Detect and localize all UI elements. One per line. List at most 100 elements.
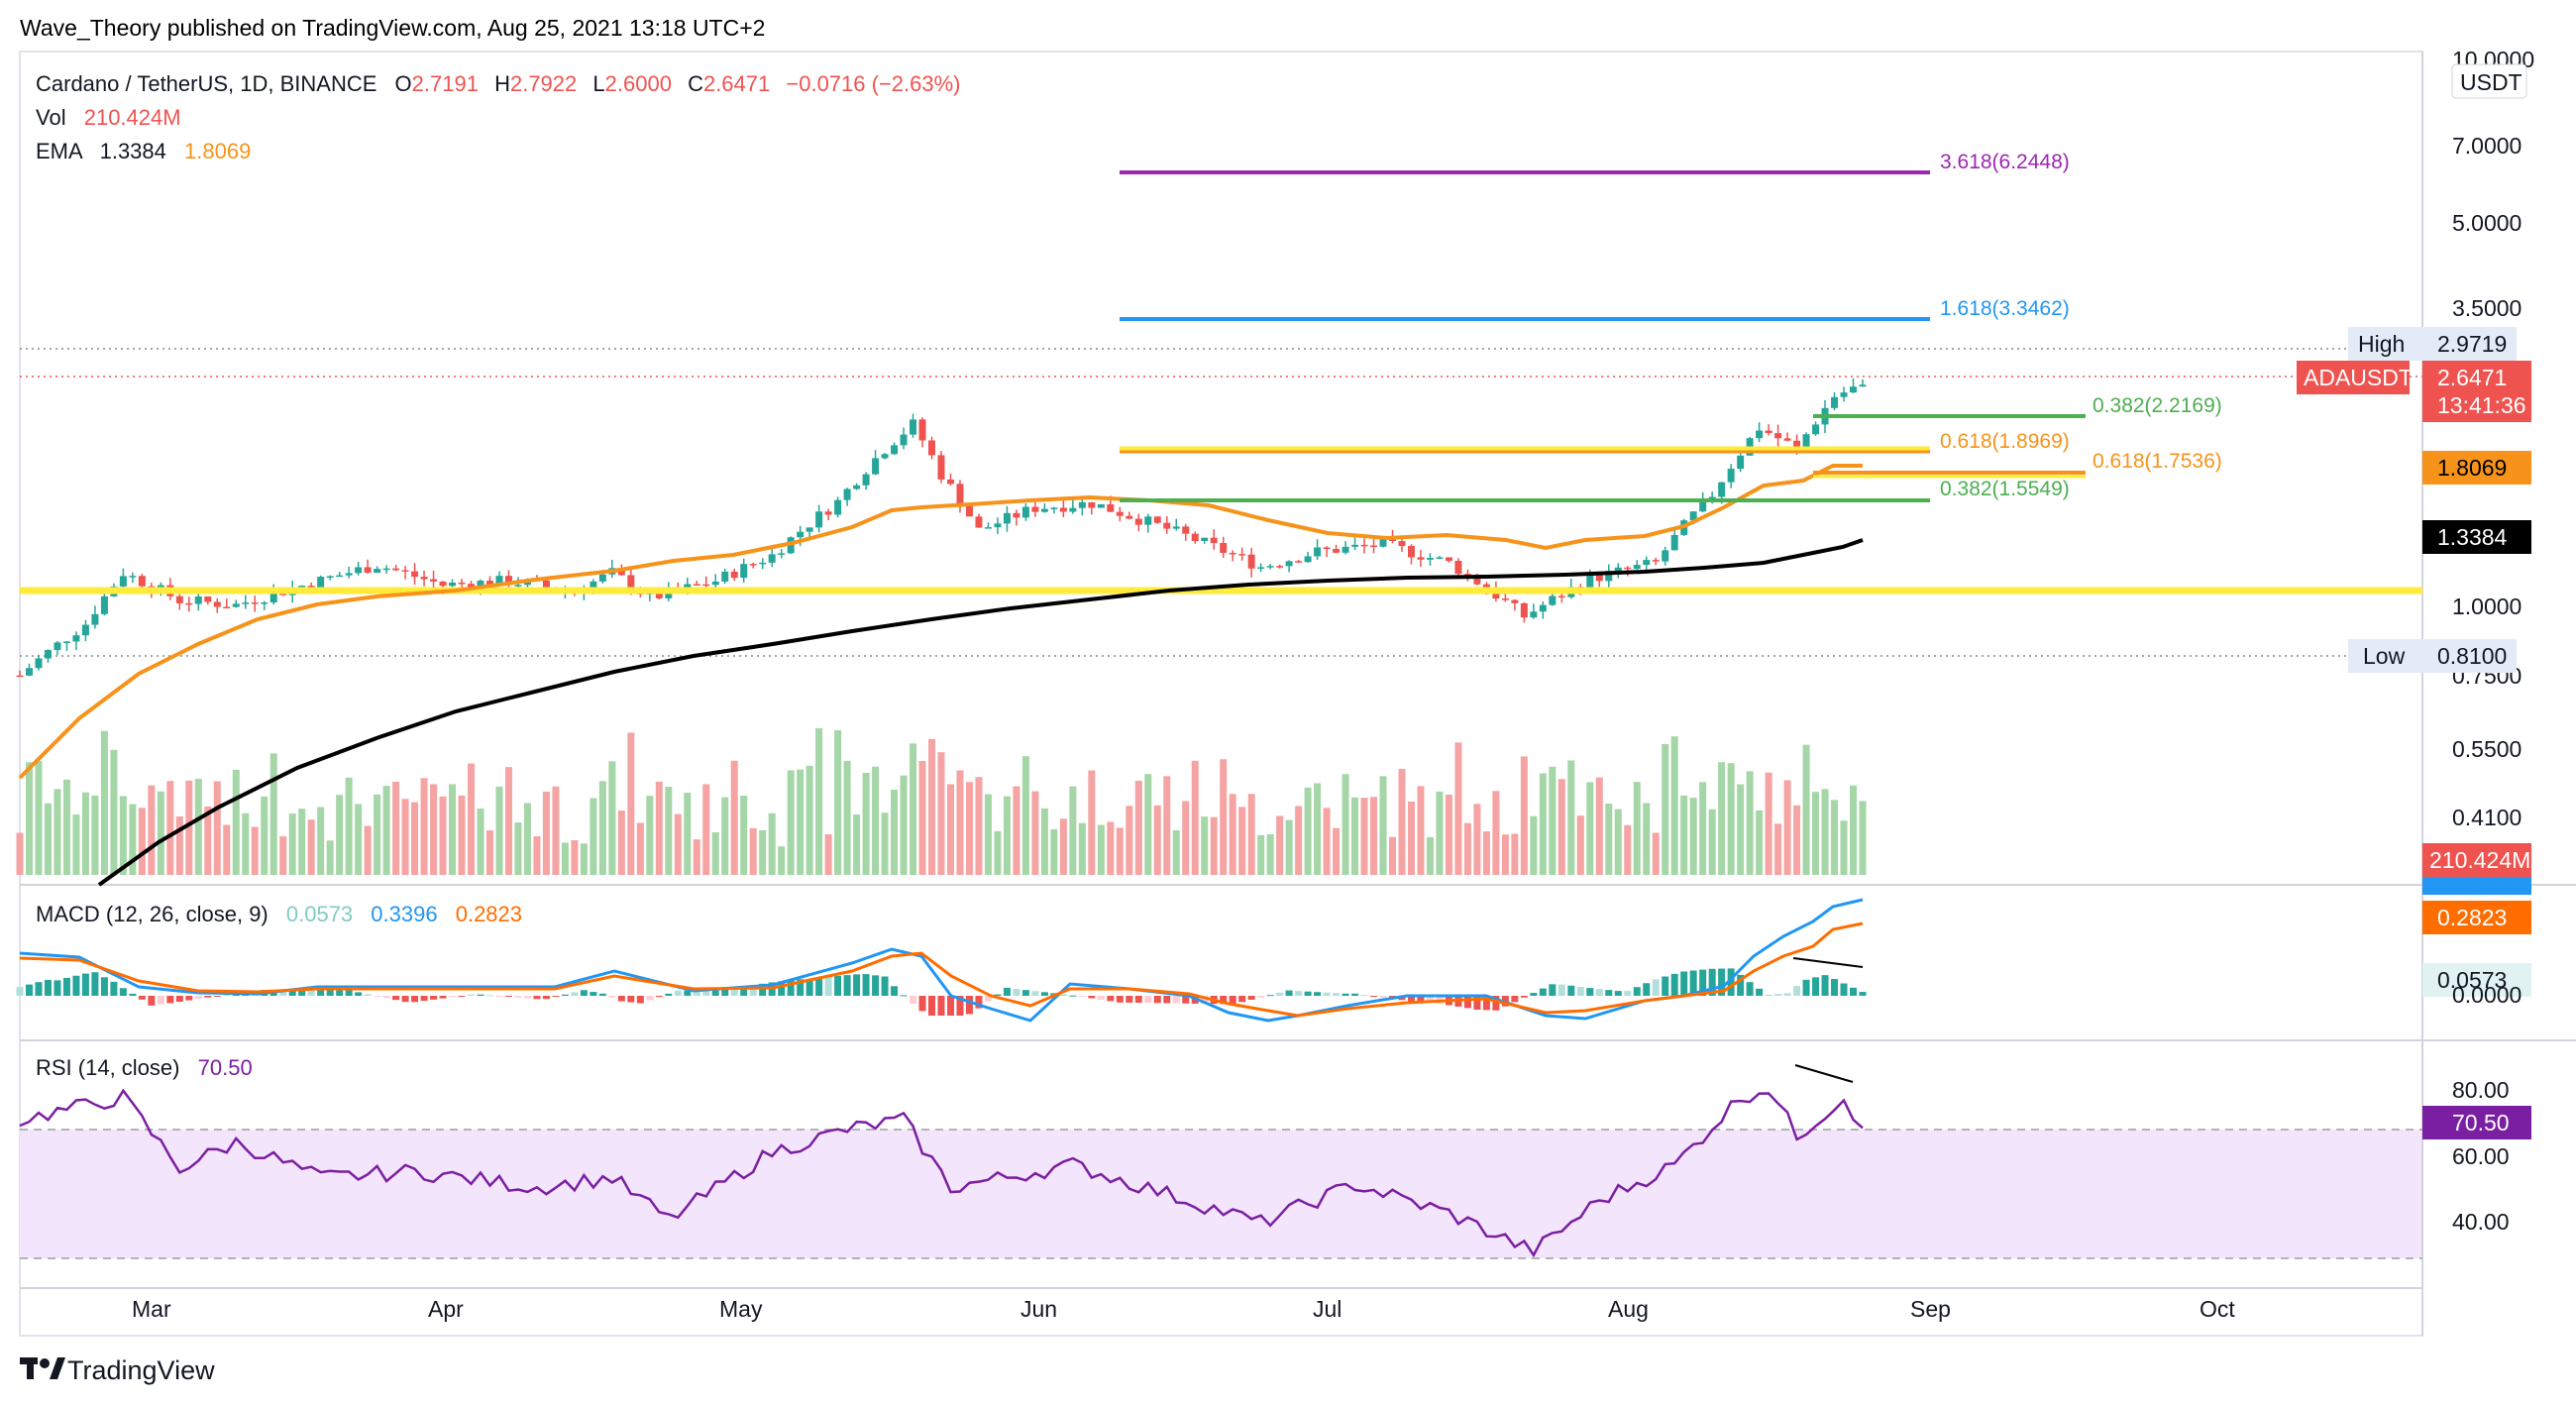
macd-hist-bar <box>608 996 616 998</box>
volume-bar <box>194 779 202 875</box>
macd-hist-bar <box>797 979 805 996</box>
candle-body <box>1850 386 1858 393</box>
candle-body <box>1389 538 1397 542</box>
legend-symbol: Cardano / TetherUS, 1D, BINANCE <box>36 71 376 96</box>
unit-badge <box>2451 63 2527 99</box>
macd-hist-bar <box>1078 996 1086 998</box>
footer-brand: TradingView <box>67 1355 215 1385</box>
volume-bar <box>1398 769 1406 875</box>
candle-body <box>918 419 926 441</box>
macd-hist-bar <box>1144 996 1152 1004</box>
volume-bar <box>119 796 127 875</box>
macd-hist-bar <box>1201 996 1209 1005</box>
fib-3618-label: 3.618(6.2448) <box>1940 151 2070 173</box>
volume-bar <box>232 769 240 875</box>
volume-bar <box>1802 744 1810 875</box>
volume-bar <box>891 789 899 875</box>
volume-bar <box>1040 808 1048 875</box>
candle-body <box>711 581 719 586</box>
macd-hist-bar <box>54 980 61 996</box>
candle-body <box>138 576 146 587</box>
volume-bar <box>1191 760 1199 875</box>
volume-bar <box>251 826 259 875</box>
volume-bar <box>872 766 880 875</box>
candle-body <box>1557 595 1565 597</box>
macd-hist-bar <box>307 990 315 996</box>
volume-bar <box>853 814 861 875</box>
volume-bar <box>684 793 692 875</box>
candle-body <box>1831 396 1839 408</box>
volume-bar <box>843 760 851 875</box>
macd-hist-bar <box>824 977 832 996</box>
candle-body <box>1586 574 1594 591</box>
volume-tag <box>2422 843 2531 877</box>
macd-hist-bar <box>1699 969 1707 996</box>
candle-body <box>1633 565 1641 570</box>
macd-hist-bar <box>1737 974 1745 996</box>
volume-bar <box>458 795 466 875</box>
volume-bar <box>749 827 757 875</box>
ema-short-tag-value: 1.3384 <box>2437 524 2508 550</box>
signal-tag <box>2422 901 2531 934</box>
macd-hist-bar <box>138 996 146 1000</box>
candle-body <box>1285 561 1293 567</box>
candle-body <box>1182 526 1190 534</box>
macd-hist-bar <box>1220 996 1228 1005</box>
volume-bar <box>364 825 372 875</box>
candle-body <box>1793 440 1801 447</box>
volume-tag-value: 210.424M <box>2429 847 2530 873</box>
macd-hist-bar <box>711 988 719 996</box>
macd-hist-bar <box>129 993 137 996</box>
candle-body <box>317 577 325 589</box>
volume-bar <box>900 775 908 875</box>
volume-bar <box>1134 780 1142 875</box>
volume-bar <box>185 780 193 875</box>
candle-body <box>1859 384 1867 387</box>
macd-divergence-line <box>1792 957 1864 968</box>
candle-body <box>72 635 80 642</box>
volume-bar <box>617 811 625 875</box>
volume-bar <box>542 791 550 875</box>
macd-hist-bar <box>157 996 164 1005</box>
candle-body <box>1718 482 1726 497</box>
volume-bar <box>1567 760 1575 875</box>
macd-hist-bar <box>702 989 710 996</box>
candle-body <box>749 564 757 566</box>
candle-body <box>590 581 597 592</box>
macd-hist-bar <box>1652 979 1660 996</box>
macd-hist-bar <box>1295 991 1303 996</box>
candle-body <box>364 567 372 574</box>
volume-bar <box>1059 818 1067 875</box>
volume-bar <box>1333 827 1341 875</box>
candle-body <box>1323 547 1331 550</box>
volume-bar <box>279 836 287 875</box>
rsi-tick: 80.00 <box>2452 1077 2510 1103</box>
candle-body <box>1783 438 1791 441</box>
macd-hist-bar <box>1831 979 1839 996</box>
volume-bar <box>552 786 560 875</box>
macd-hist-bar <box>1549 984 1556 996</box>
volume-bar <box>1850 785 1858 875</box>
volume-bar <box>81 792 89 875</box>
macd-hist-bar <box>956 996 964 1016</box>
macd-hist-bar <box>542 996 550 1000</box>
candle-body <box>1530 611 1538 618</box>
macd-hist-bar <box>449 996 457 998</box>
volume-bar <box>636 822 644 875</box>
macd-hist-bar <box>16 987 24 996</box>
macd-hist-bar <box>1605 990 1613 996</box>
rsi-line <box>19 1088 1864 1258</box>
macd-hist-bar <box>1756 988 1764 996</box>
macd-hist-bar <box>317 990 325 996</box>
volume-bar <box>1831 800 1839 875</box>
volume-bar <box>1511 833 1519 875</box>
volume-bar <box>1482 831 1490 875</box>
macd-hist-bar <box>1351 993 1359 996</box>
macd-hist-bar <box>420 996 428 1002</box>
candle-body <box>1097 503 1105 508</box>
ema-short-tag <box>2422 520 2531 554</box>
rsi-divergence-line <box>1794 1064 1854 1083</box>
volume-bar <box>834 730 842 875</box>
candle-body <box>1013 512 1020 518</box>
